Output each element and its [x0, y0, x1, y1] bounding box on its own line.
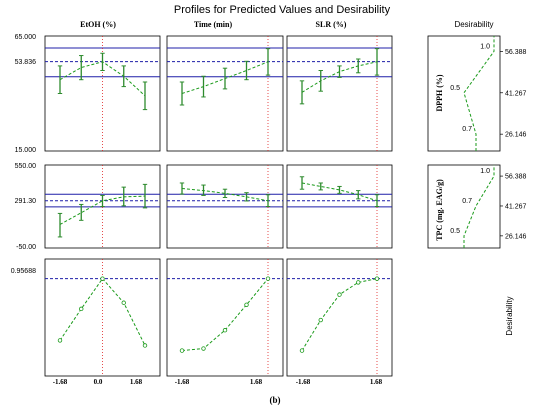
x-tick-etoh-center: 0.0: [94, 378, 103, 386]
desir-slr-profile-point: [337, 292, 342, 297]
tpc-y-tick-max: 550.00: [15, 163, 37, 170]
tpc-desirability-level-label: 56.388: [505, 174, 527, 181]
tpc-time-profile-curve: [181, 188, 269, 202]
desir-slr-profile-point: [318, 317, 323, 323]
x-tick-slr-high: 1.68: [370, 378, 383, 386]
dpph-desirability-level-label: 41.267: [505, 90, 527, 97]
desir-etoh-profile-curve: [59, 277, 146, 346]
desir-slr-profile-point: [374, 276, 380, 281]
x-tick-time-high: 1.68: [250, 378, 263, 386]
desir-time-profile-point: [244, 302, 249, 307]
tpc-desirability-value-label: 1.0: [480, 168, 490, 175]
dpph-desirability-value-label: 0.5: [450, 85, 460, 92]
tpc-desirability-level-label: 41.267: [505, 203, 527, 210]
desirability-y-tick-current: 0.95688: [11, 268, 36, 275]
row-label-tpc: TPC (mg. EAG/g): [435, 179, 444, 241]
row-label-desirability: Desirability: [505, 296, 514, 335]
dpph-desirability-level-label: 56.388: [505, 49, 527, 56]
dpph-slr-frame: [286, 35, 393, 152]
column-header-etoh: EtOH (%): [80, 20, 116, 29]
dpph-desirability-frame: [427, 35, 501, 152]
column-header-time: Time (min): [194, 20, 233, 29]
x-tick-time-low: -1.68: [175, 378, 190, 386]
figure-caption: (b): [270, 395, 281, 405]
desir-etoh-profile-point: [142, 343, 148, 348]
desir-etoh-profile-point: [79, 306, 84, 312]
desir-time-frame: [166, 258, 284, 377]
desir-etoh-profile-point: [57, 338, 63, 343]
tpc-desirability-value-label: 0.7: [462, 198, 472, 205]
desir-time-profile-curve: [181, 278, 269, 352]
desir-time-profile-point: [201, 346, 206, 351]
figure-title: Profiles for Predicted Values and Desira…: [174, 4, 391, 16]
tpc-desirability-value-label: 0.5: [450, 228, 460, 235]
desir-slr-profile-curve: [301, 278, 378, 351]
tpc-desirability-level-label: 26.146: [505, 233, 527, 240]
tpc-y-tick-current: 291.30: [15, 198, 37, 205]
tpc-desirability-curve: [463, 165, 495, 248]
profile-plots: [44, 35, 393, 377]
tpc-etoh-profile-curve: [59, 195, 146, 225]
dpph-y-tick-max: 65.000: [15, 34, 37, 41]
x-tick-etoh-low: -1.68: [53, 378, 68, 386]
desir-slr-frame: [286, 258, 393, 377]
dpph-time-frame: [166, 35, 284, 152]
tpc-y-tick-min: -50.00: [16, 244, 36, 251]
desir-time-profile-point: [179, 348, 185, 353]
desirability-header: Desirability: [454, 20, 493, 29]
desir-etoh-profile-point: [121, 300, 126, 305]
tpc-slr-profile-curve: [301, 182, 378, 202]
dpph-y-tick-current: 53.836: [15, 59, 37, 66]
row-label-dpph: DPPH (%): [435, 74, 444, 111]
dpph-desirability-value-label: 1.0: [480, 43, 490, 50]
desirability-function-plots: 26.146 41.267 56.388 0.7 0.5 1.0 26.146 41.267 5…: [427, 35, 527, 249]
dpph-y-tick-min: 15.000: [15, 147, 37, 154]
desir-slr-profile-point: [356, 280, 361, 285]
desir-slr-profile-point: [299, 348, 305, 353]
desir-time-profile-point: [222, 328, 228, 333]
x-tick-etoh-high: 1.68: [130, 378, 143, 386]
desir-time-profile-point: [265, 276, 271, 281]
x-tick-slr-low: -1.68: [296, 378, 311, 386]
dpph-desirability-value-label: 0.7: [462, 126, 472, 133]
dpph-desirability-level-label: 26.146: [505, 132, 527, 139]
dpph-desirability-curve: [463, 36, 495, 151]
column-header-slr: SLR (%): [316, 20, 347, 29]
desir-etoh-profile-point: [100, 276, 105, 281]
